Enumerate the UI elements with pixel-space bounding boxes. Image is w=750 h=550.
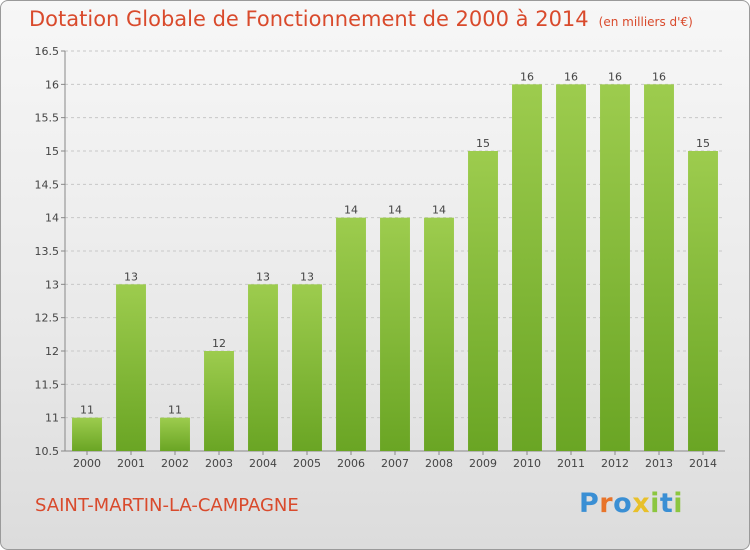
y-tick-label: 15.5: [35, 112, 60, 125]
chart-unit: (en milliers d'€): [598, 15, 693, 29]
x-tick-label-2013: 2013: [645, 457, 673, 470]
commune-name: SAINT-MARTIN-LA-CAMPAGNE: [35, 495, 299, 516]
data-label-2008: 14: [432, 204, 446, 217]
brand-letter: t: [659, 488, 674, 519]
data-label-2010: 16: [520, 70, 534, 83]
y-tick-label: 11: [45, 412, 59, 425]
y-tick-label: 14.5: [35, 178, 60, 191]
bar-2009: [468, 151, 498, 451]
data-label-2002: 11: [168, 404, 182, 417]
proxiti-logo: Proxiti: [579, 488, 683, 519]
x-tick-label-2011: 2011: [557, 457, 585, 470]
brand-letter: P: [579, 488, 600, 519]
y-tick-label: 16: [45, 78, 59, 91]
x-tick-label-2009: 2009: [469, 457, 497, 470]
data-label-2000: 11: [80, 404, 94, 417]
bar-2011: [556, 84, 586, 451]
x-tick-label-2005: 2005: [293, 457, 321, 470]
data-label-2009: 15: [476, 137, 490, 150]
data-label-2013: 16: [652, 70, 666, 83]
x-tick-label-2012: 2012: [601, 457, 629, 470]
data-label-2011: 16: [564, 70, 578, 83]
bar-2012: [600, 84, 630, 451]
y-tick-label: 10.5: [35, 445, 60, 458]
x-tick-label-2007: 2007: [381, 457, 409, 470]
x-tick-label-2001: 2001: [117, 457, 145, 470]
brand-letter: o: [613, 488, 633, 519]
brand-letter: x: [632, 488, 651, 519]
bars: [72, 84, 718, 451]
labels: 10.5 11 11.5 12 12.5 13 13.5 14 14.5 15 15.5 16 16.5…: [35, 45, 718, 470]
y-tick-label: 16.5: [35, 45, 60, 58]
bar-2005: [292, 284, 322, 451]
bar-2014: [688, 151, 718, 451]
y-tick-label: 14: [45, 212, 59, 225]
data-label-2003: 12: [212, 337, 226, 350]
bar-2006: [336, 217, 366, 451]
data-label-2007: 14: [388, 204, 402, 217]
data-label-2012: 16: [608, 70, 622, 83]
x-tick-label-2002: 2002: [161, 457, 189, 470]
y-tick-label: 11.5: [35, 378, 60, 391]
brand-letter: r: [599, 488, 614, 519]
y-tick-label: 12: [45, 345, 59, 358]
data-label-2005: 13: [300, 270, 314, 283]
x-tick-label-2008: 2008: [425, 457, 453, 470]
bar-2008: [424, 217, 454, 451]
brand-letter: i: [673, 488, 684, 519]
bar-2004: [248, 284, 278, 451]
x-tick-label-2006: 2006: [337, 457, 365, 470]
x-tick-label-2004: 2004: [249, 457, 277, 470]
x-tick-label-2014: 2014: [689, 457, 717, 470]
y-tick-label: 15: [45, 145, 59, 158]
bar-2013: [644, 84, 674, 451]
brand-letter: i: [650, 488, 660, 519]
y-tick-label: 12.5: [35, 312, 60, 325]
y-tick-label: 13.5: [35, 245, 60, 258]
y-tick-label: 13: [45, 278, 59, 291]
bar-2000: [72, 417, 102, 451]
x-tick-label-2000: 2000: [73, 457, 101, 470]
bar-2003: [204, 351, 234, 451]
data-label-2001: 13: [124, 270, 138, 283]
bar-2007: [380, 217, 410, 451]
data-label-2014: 15: [696, 137, 710, 150]
bar-2010: [512, 84, 542, 451]
x-tick-label-2003: 2003: [205, 457, 233, 470]
bar-2002: [160, 417, 190, 451]
data-label-2006: 14: [344, 204, 358, 217]
x-tick-label-2010: 2010: [513, 457, 541, 470]
data-label-2004: 13: [256, 270, 270, 283]
chart-title-text: Dotation Globale de Fonctionnement de 20…: [29, 7, 589, 31]
chart-title: Dotation Globale de Fonctionnement de 20…: [29, 7, 693, 31]
bar-2001: [116, 284, 146, 451]
